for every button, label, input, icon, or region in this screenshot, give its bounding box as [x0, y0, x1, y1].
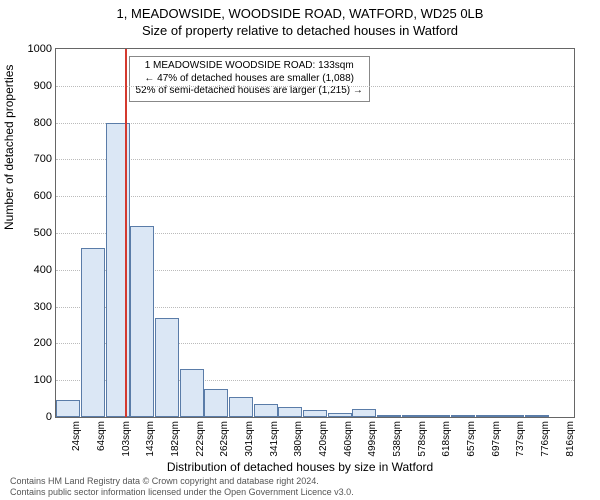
- xtick-label: 697sqm: [491, 421, 502, 457]
- ytick-label: 900: [34, 80, 52, 92]
- histogram-bar: [204, 389, 228, 417]
- gridline: [56, 159, 574, 160]
- ytick-label: 100: [34, 374, 52, 386]
- xtick-label: 460sqm: [343, 421, 354, 457]
- xtick-label: 578sqm: [417, 421, 428, 457]
- histogram-bar: [525, 415, 549, 417]
- property-marker-line: [125, 49, 127, 417]
- ytick-label: 300: [34, 301, 52, 313]
- histogram-bar: [476, 415, 500, 417]
- histogram-bar: [500, 415, 524, 417]
- xtick-label: 262sqm: [219, 421, 230, 457]
- ytick-label: 800: [34, 117, 52, 129]
- xtick-label: 737sqm: [515, 421, 526, 457]
- xtick-label: 301sqm: [244, 421, 255, 457]
- annotation-line2: ← 47% of detached houses are smaller (1,…: [136, 73, 363, 86]
- footer-line1: Contains HM Land Registry data © Crown c…: [10, 476, 354, 486]
- ytick-label: 200: [34, 337, 52, 349]
- gridline: [56, 196, 574, 197]
- x-axis-label: Distribution of detached houses by size …: [0, 460, 600, 474]
- annotation-line1: 1 MEADOWSIDE WOODSIDE ROAD: 133sqm: [136, 60, 363, 73]
- ytick-label: 600: [34, 190, 52, 202]
- histogram-bar: [254, 404, 278, 417]
- xtick-label: 657sqm: [466, 421, 477, 457]
- gridline: [56, 123, 574, 124]
- xtick-label: 618sqm: [441, 421, 452, 457]
- footer-line2: Contains public sector information licen…: [10, 487, 354, 497]
- histogram-bar: [155, 318, 179, 417]
- ytick-label: 500: [34, 227, 52, 239]
- xtick-label: 776sqm: [540, 421, 551, 457]
- xtick-label: 341sqm: [269, 421, 280, 457]
- xtick-label: 816sqm: [565, 421, 576, 457]
- histogram-bar: [56, 400, 80, 417]
- xtick-label: 182sqm: [170, 421, 181, 457]
- xtick-label: 538sqm: [392, 421, 403, 457]
- ytick-label: 1000: [28, 43, 52, 55]
- annotation-line3: 52% of semi-detached houses are larger (…: [136, 85, 363, 98]
- page-title-line2: Size of property relative to detached ho…: [0, 21, 600, 38]
- histogram-bar: [130, 226, 154, 417]
- xtick-label: 499sqm: [367, 421, 378, 457]
- xtick-label: 420sqm: [318, 421, 329, 457]
- histogram-bar: [180, 369, 204, 417]
- histogram-bar: [303, 410, 327, 417]
- histogram-bar: [328, 413, 352, 417]
- histogram-bar: [229, 397, 253, 417]
- histogram-bar: [426, 415, 450, 417]
- annotation-box: 1 MEADOWSIDE WOODSIDE ROAD: 133sqm ← 47%…: [129, 56, 370, 102]
- chart-area: 1 MEADOWSIDE WOODSIDE ROAD: 133sqm ← 47%…: [55, 48, 575, 418]
- xtick-label: 64sqm: [96, 421, 107, 451]
- histogram-bar: [81, 248, 105, 417]
- histogram-bar: [377, 415, 401, 417]
- histogram-bar: [278, 407, 302, 417]
- y-axis-label: Number of detached properties: [2, 65, 16, 230]
- histogram-bar: [402, 415, 426, 417]
- xtick-label: 380sqm: [293, 421, 304, 457]
- xtick-label: 143sqm: [145, 421, 156, 457]
- page-title-line1: 1, MEADOWSIDE, WOODSIDE ROAD, WATFORD, W…: [0, 0, 600, 21]
- ytick-label: 400: [34, 264, 52, 276]
- ytick-label: 0: [46, 411, 52, 423]
- ytick-label: 700: [34, 153, 52, 165]
- xtick-label: 222sqm: [195, 421, 206, 457]
- xtick-label: 24sqm: [71, 421, 82, 451]
- gridline: [56, 86, 574, 87]
- histogram-bar: [451, 415, 475, 417]
- footer-attribution: Contains HM Land Registry data © Crown c…: [10, 476, 354, 497]
- histogram-bar: [352, 409, 376, 417]
- xtick-label: 103sqm: [121, 421, 132, 457]
